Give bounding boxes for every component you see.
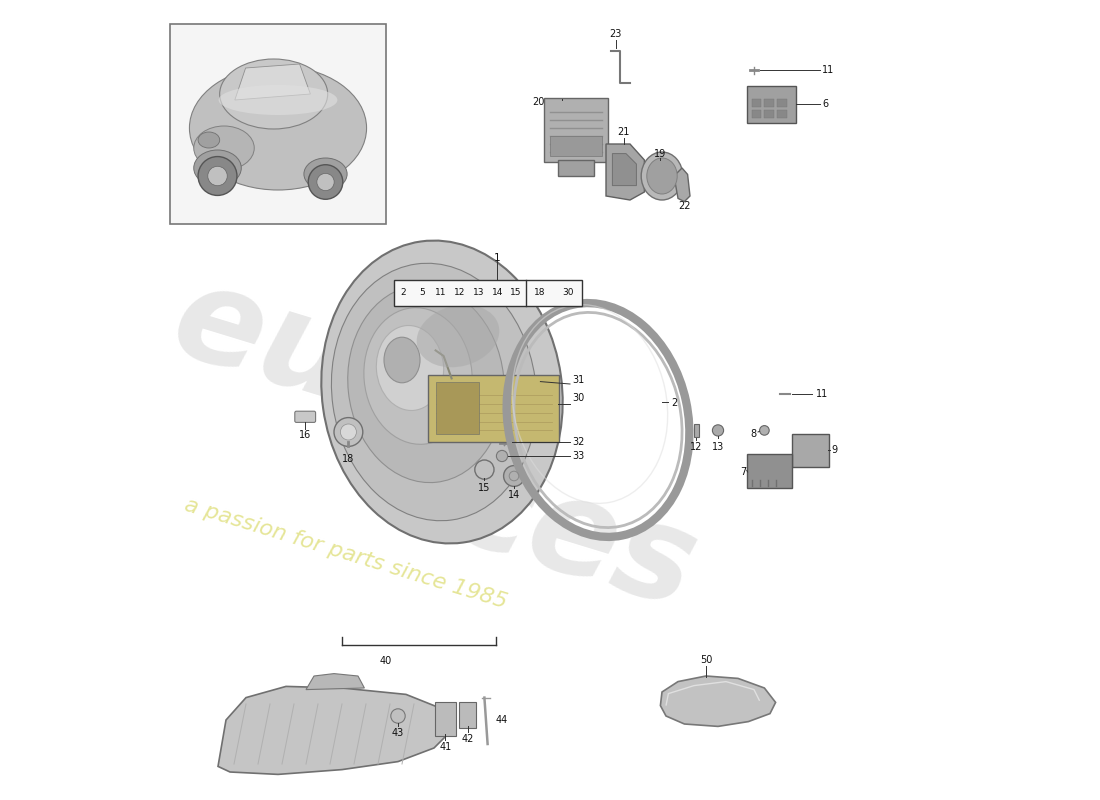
Bar bbox=[764, 99, 774, 107]
Circle shape bbox=[496, 450, 507, 462]
Ellipse shape bbox=[189, 66, 366, 190]
Text: 14: 14 bbox=[492, 288, 503, 298]
FancyBboxPatch shape bbox=[295, 411, 316, 422]
Ellipse shape bbox=[321, 241, 563, 543]
Bar bbox=[170, 24, 386, 224]
Text: 15: 15 bbox=[478, 483, 491, 493]
Text: 30: 30 bbox=[562, 288, 574, 298]
Text: 13: 13 bbox=[712, 442, 724, 451]
Text: 30: 30 bbox=[572, 394, 585, 403]
Circle shape bbox=[308, 165, 343, 199]
Text: euro: euro bbox=[158, 254, 519, 475]
Ellipse shape bbox=[647, 158, 678, 194]
Text: 5: 5 bbox=[419, 288, 425, 298]
Bar bbox=[558, 160, 594, 176]
Text: 2: 2 bbox=[400, 288, 406, 298]
Text: 41: 41 bbox=[439, 742, 451, 752]
Text: 12: 12 bbox=[454, 288, 465, 298]
FancyBboxPatch shape bbox=[747, 454, 792, 488]
Text: 7: 7 bbox=[739, 467, 746, 477]
Text: 20: 20 bbox=[531, 97, 544, 106]
Bar bbox=[751, 99, 761, 107]
Text: 21: 21 bbox=[617, 127, 630, 137]
Bar bbox=[764, 110, 774, 118]
Bar bbox=[550, 136, 602, 156]
Bar bbox=[394, 280, 526, 306]
FancyBboxPatch shape bbox=[543, 98, 608, 162]
FancyBboxPatch shape bbox=[428, 375, 559, 442]
Text: 11: 11 bbox=[436, 288, 447, 298]
Text: 44: 44 bbox=[496, 715, 508, 725]
Bar bbox=[436, 382, 478, 434]
Circle shape bbox=[340, 424, 356, 440]
FancyBboxPatch shape bbox=[434, 702, 455, 736]
Bar bbox=[778, 110, 786, 118]
Text: ces: ces bbox=[438, 442, 711, 635]
Ellipse shape bbox=[220, 59, 328, 129]
Circle shape bbox=[504, 466, 525, 486]
Ellipse shape bbox=[219, 85, 338, 115]
Ellipse shape bbox=[364, 308, 472, 444]
Circle shape bbox=[475, 460, 494, 479]
Ellipse shape bbox=[304, 158, 348, 190]
Text: 33: 33 bbox=[572, 451, 585, 461]
Ellipse shape bbox=[331, 263, 537, 521]
Polygon shape bbox=[674, 168, 690, 202]
Text: 19: 19 bbox=[654, 149, 667, 158]
Ellipse shape bbox=[417, 305, 499, 367]
Bar bbox=[394, 280, 582, 306]
Polygon shape bbox=[234, 64, 310, 100]
Text: 22: 22 bbox=[678, 202, 691, 211]
Text: 11: 11 bbox=[815, 389, 828, 398]
Ellipse shape bbox=[641, 152, 683, 200]
Circle shape bbox=[760, 426, 769, 435]
FancyBboxPatch shape bbox=[747, 86, 796, 123]
Text: 43: 43 bbox=[392, 728, 404, 738]
Text: 18: 18 bbox=[342, 454, 354, 464]
Text: 12: 12 bbox=[690, 442, 703, 451]
Text: a passion for parts since 1985: a passion for parts since 1985 bbox=[182, 494, 509, 612]
Ellipse shape bbox=[348, 286, 504, 482]
Circle shape bbox=[317, 174, 334, 190]
Text: 32: 32 bbox=[572, 437, 585, 446]
Ellipse shape bbox=[198, 132, 220, 148]
Polygon shape bbox=[660, 676, 776, 726]
Bar bbox=[694, 424, 698, 437]
Text: 8: 8 bbox=[750, 429, 757, 438]
Text: 31: 31 bbox=[572, 375, 585, 385]
Text: 14: 14 bbox=[508, 490, 520, 499]
Text: 1: 1 bbox=[494, 253, 501, 262]
Text: 42: 42 bbox=[461, 734, 474, 744]
Polygon shape bbox=[606, 144, 645, 200]
Text: 15: 15 bbox=[510, 288, 522, 298]
Circle shape bbox=[713, 425, 724, 436]
Circle shape bbox=[198, 157, 236, 195]
Circle shape bbox=[334, 418, 363, 446]
FancyBboxPatch shape bbox=[792, 434, 829, 467]
Polygon shape bbox=[613, 154, 637, 186]
FancyBboxPatch shape bbox=[459, 702, 476, 728]
Text: 13: 13 bbox=[473, 288, 484, 298]
Bar bbox=[778, 99, 786, 107]
Text: 23: 23 bbox=[609, 29, 622, 38]
Circle shape bbox=[208, 166, 228, 186]
Text: 16: 16 bbox=[299, 430, 311, 440]
Ellipse shape bbox=[384, 337, 420, 382]
Ellipse shape bbox=[376, 326, 443, 410]
Text: 6: 6 bbox=[822, 99, 828, 109]
Ellipse shape bbox=[194, 150, 241, 186]
Text: 40: 40 bbox=[379, 656, 392, 666]
Polygon shape bbox=[218, 686, 454, 774]
Text: 9: 9 bbox=[832, 445, 838, 454]
Text: 11: 11 bbox=[822, 65, 834, 74]
Circle shape bbox=[390, 709, 405, 723]
Text: 50: 50 bbox=[700, 655, 712, 665]
Text: 2: 2 bbox=[672, 398, 678, 408]
Bar bbox=[751, 110, 761, 118]
Ellipse shape bbox=[194, 126, 254, 170]
Polygon shape bbox=[306, 674, 364, 690]
Text: 18: 18 bbox=[534, 288, 546, 298]
